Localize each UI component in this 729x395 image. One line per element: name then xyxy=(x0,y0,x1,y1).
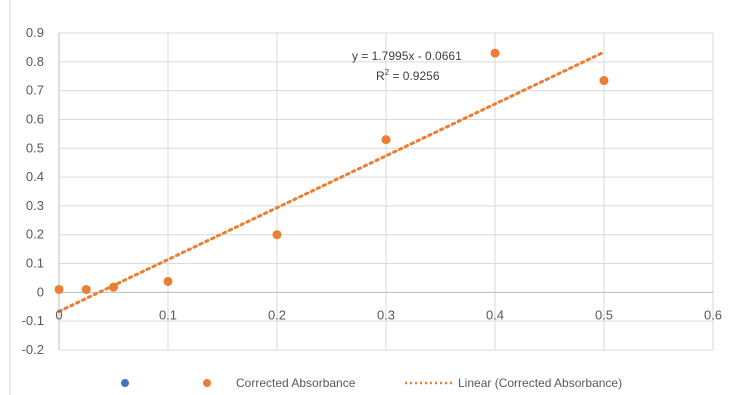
trendline-linear xyxy=(57,50,606,313)
legend-label-corrected-absorbance: Corrected Absorbance xyxy=(236,376,356,390)
y-tick-label: 0.7 xyxy=(26,83,44,98)
x-tick-label: 0.2 xyxy=(268,307,286,322)
y-tick-label: 0.8 xyxy=(26,54,44,69)
y-tick-label: 0 xyxy=(37,284,44,299)
y-tick-label: 0.6 xyxy=(26,111,44,126)
y-tick-label: 0.3 xyxy=(26,198,44,213)
legend: Corrected Absorbance Linear (Corrected A… xyxy=(121,376,622,390)
data-point xyxy=(272,230,282,240)
legend-marker-corrected-absorbance xyxy=(203,379,211,387)
y-tick-label: -0.2 xyxy=(22,342,44,357)
data-point xyxy=(109,282,118,292)
data-points xyxy=(54,48,609,294)
data-point xyxy=(163,276,173,286)
data-point xyxy=(381,135,391,145)
data-point xyxy=(81,284,91,294)
tick-labels: -0.2 -0.1 0 0.1 0.2 0.3 0.4 0.5 0.6 0.7 0.8 0.9 0 0.1… xyxy=(22,25,722,357)
y-tick-label: 0.5 xyxy=(26,140,44,155)
x-tick-label: 0.6 xyxy=(704,307,722,322)
y-tick-label: 0.2 xyxy=(26,227,44,242)
trendline-r-squared: R2 = 0.9256 xyxy=(376,68,440,83)
data-point xyxy=(490,48,500,58)
x-tick-label: 0.1 xyxy=(159,307,177,322)
y-tick-label: 0.9 xyxy=(26,25,44,40)
x-tick-label: 0 xyxy=(55,307,62,322)
legend-marker-blank-series xyxy=(121,379,129,387)
x-tick-label: 0.3 xyxy=(377,307,395,322)
x-tick-label: 0.4 xyxy=(486,307,504,322)
legend-label-linear-trend: Linear (Corrected Absorbance) xyxy=(458,376,622,390)
gridlines xyxy=(59,32,714,351)
data-point xyxy=(599,76,609,86)
trendline-equation: y = 1.7995x - 0.0661 xyxy=(352,49,462,63)
y-tick-label: -0.1 xyxy=(22,313,44,328)
trendline xyxy=(57,50,606,313)
y-tick-label: 0.1 xyxy=(26,256,44,271)
x-tick-label: 0.5 xyxy=(595,307,613,322)
y-tick-label: 0.4 xyxy=(26,169,44,184)
axes xyxy=(58,33,713,350)
data-point xyxy=(54,284,64,294)
trendline-annotation: y = 1.7995x - 0.0661 R2 = 0.9256 xyxy=(352,49,462,83)
